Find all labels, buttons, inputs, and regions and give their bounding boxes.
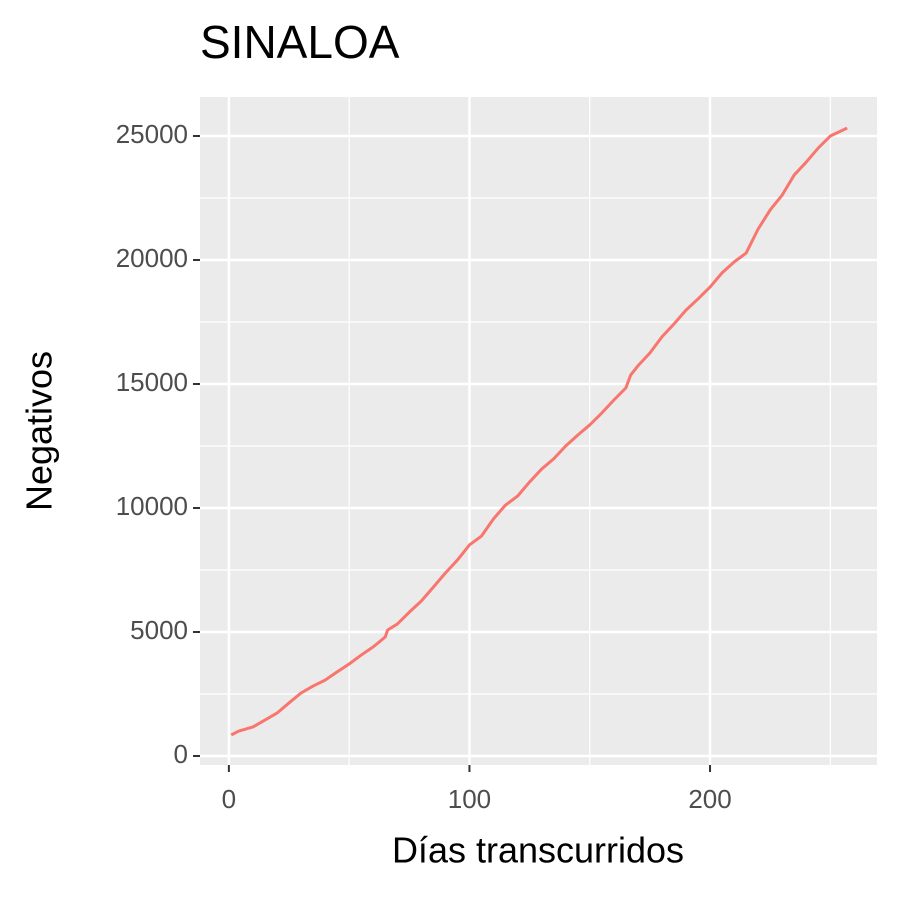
- y-tick-label: 25000: [116, 119, 188, 149]
- panel: [200, 97, 877, 765]
- x-axis-title: Días transcurridos: [392, 830, 684, 871]
- y-tick-label: 0: [174, 739, 188, 769]
- y-tick-label: 5000: [130, 615, 188, 645]
- data-line: [230, 126, 848, 737]
- x-tick-label: 0: [222, 784, 236, 814]
- y-axis-title: Negativos: [19, 351, 60, 511]
- y-tick-label: 15000: [116, 367, 188, 397]
- y-tick-label: 20000: [116, 243, 188, 273]
- x-tick-label: 200: [688, 784, 731, 814]
- y-tick-label: 10000: [116, 491, 188, 521]
- x-tick-label: 100: [448, 784, 491, 814]
- chart-title: SINALOA: [200, 16, 400, 68]
